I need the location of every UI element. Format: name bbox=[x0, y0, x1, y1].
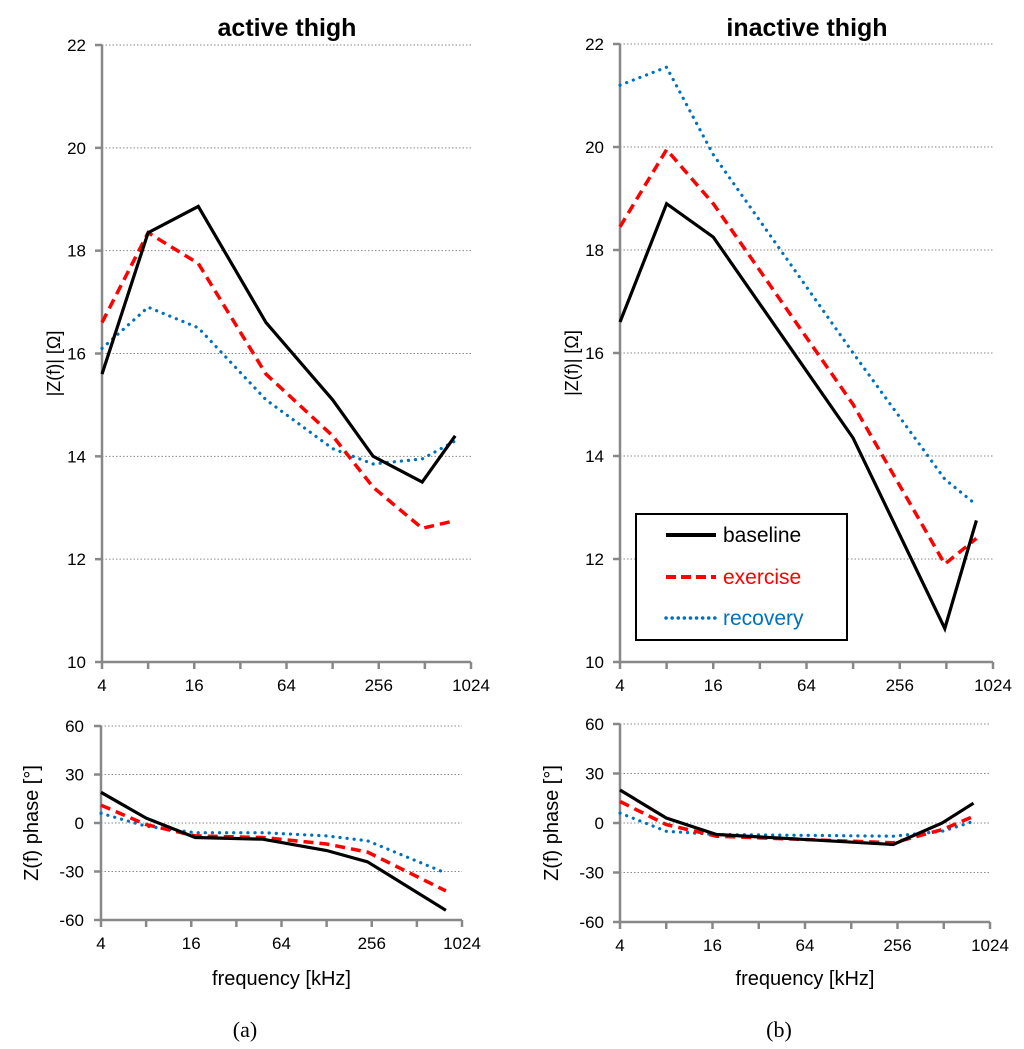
x-tick-label: 16 bbox=[185, 676, 204, 695]
y-tick-label: 18 bbox=[67, 242, 86, 261]
x-tick-label: 256 bbox=[365, 676, 393, 695]
series-line-baseline bbox=[618, 201, 978, 633]
x-tick-label: 1024 bbox=[974, 676, 1012, 695]
y-tick-label: 12 bbox=[585, 550, 604, 569]
y-axis-label: Z(f) phase [°] bbox=[21, 765, 43, 881]
legend-label-recovery: recovery bbox=[723, 607, 804, 630]
x-tick-label: 256 bbox=[883, 936, 911, 955]
active-magnitude-plot: 10 12 14 16 18 20 22 4 16 64 256 1024 |Z(f)| [Ω] bbox=[44, 36, 490, 695]
legend-label-exercise: exercise bbox=[723, 566, 801, 589]
caption-a-text: (a) bbox=[233, 1017, 257, 1042]
series-line-baseline bbox=[100, 204, 457, 485]
y-tick-label: 22 bbox=[585, 35, 604, 54]
series-line-exercise bbox=[619, 799, 975, 845]
active-phase-plot: -60 -30 0 30 60 4 16 64 256 1024 Z(f) phase [°] fre… bbox=[21, 717, 481, 990]
x-tick-label: 4 bbox=[615, 936, 624, 955]
y-tick-label: 16 bbox=[585, 344, 604, 363]
x-tick-label: 16 bbox=[182, 934, 201, 953]
y-tick-label: 30 bbox=[585, 765, 604, 784]
y-tick-label: 0 bbox=[75, 814, 84, 833]
x-tick-label: 4 bbox=[96, 934, 105, 953]
panel-a-title: active thigh bbox=[218, 14, 357, 42]
y-tick-label: 22 bbox=[67, 36, 86, 55]
inactive-phase-plot: -60 -30 0 30 60 4 16 64 256 1024 Z(f) phase [°] fre… bbox=[541, 715, 1009, 990]
panel-b-title: inactive thigh bbox=[726, 14, 887, 42]
legend: baseline exercise recovery bbox=[635, 513, 848, 641]
x-tick-label: 4 bbox=[97, 676, 106, 695]
x-tick-label: 1024 bbox=[452, 676, 490, 695]
y-tick-label: 0 bbox=[595, 814, 604, 833]
y-tick-label: 60 bbox=[585, 715, 604, 734]
series-line-recovery bbox=[618, 65, 979, 507]
caption-b-text: (b) bbox=[766, 1017, 792, 1042]
y-tick-label: -30 bbox=[579, 864, 604, 883]
y-tick-label: -30 bbox=[59, 863, 84, 882]
x-tick-label: 64 bbox=[277, 676, 296, 695]
x-axis-label: frequency [kHz] bbox=[736, 968, 875, 990]
y-tick-label: -60 bbox=[59, 911, 84, 930]
y-tick-label: 16 bbox=[67, 345, 86, 364]
y-axis-label: Z(f) phase [°] bbox=[541, 765, 563, 881]
y-tick-label: 20 bbox=[585, 138, 604, 157]
series-line-exercise bbox=[618, 146, 978, 567]
legend-label-baseline: baseline bbox=[723, 524, 801, 547]
x-tick-label: 256 bbox=[358, 934, 386, 953]
series-line-recovery bbox=[99, 811, 448, 875]
series-line-baseline bbox=[100, 790, 447, 912]
series-line-baseline bbox=[619, 788, 975, 847]
x-tick-label: 1024 bbox=[971, 936, 1009, 955]
caption-b: (b) bbox=[766, 1017, 792, 1042]
y-tick-label: -60 bbox=[579, 913, 604, 932]
x-tick-label: 64 bbox=[272, 934, 291, 953]
x-tick-label: 64 bbox=[796, 936, 815, 955]
y-axis-label: |Z(f)| [Ω] bbox=[562, 330, 582, 396]
y-tick-label: 10 bbox=[585, 653, 604, 672]
y-tick-label: 12 bbox=[67, 550, 86, 569]
y-tick-label: 60 bbox=[65, 717, 84, 736]
y-tick-label: 20 bbox=[67, 139, 86, 158]
x-tick-label: 64 bbox=[797, 676, 816, 695]
x-tick-label: 1024 bbox=[443, 934, 481, 953]
series-line-recovery bbox=[618, 811, 976, 838]
y-tick-label: 14 bbox=[585, 447, 604, 466]
series-line-exercise bbox=[100, 230, 456, 531]
x-axis-label: frequency [kHz] bbox=[212, 968, 351, 990]
x-tick-label: 4 bbox=[615, 676, 624, 695]
x-tick-label: 16 bbox=[703, 936, 722, 955]
series-line-exercise bbox=[100, 803, 447, 893]
y-tick-label: 14 bbox=[67, 447, 86, 466]
y-axis-label: |Z(f)| [Ω] bbox=[44, 331, 64, 397]
series-line-recovery bbox=[100, 305, 457, 466]
x-tick-label: 256 bbox=[886, 676, 914, 695]
caption-a: (a) bbox=[233, 1017, 257, 1042]
y-tick-label: 18 bbox=[585, 241, 604, 260]
y-tick-label: 10 bbox=[67, 653, 86, 672]
x-tick-label: 16 bbox=[704, 676, 723, 695]
y-tick-label: 30 bbox=[65, 766, 84, 785]
